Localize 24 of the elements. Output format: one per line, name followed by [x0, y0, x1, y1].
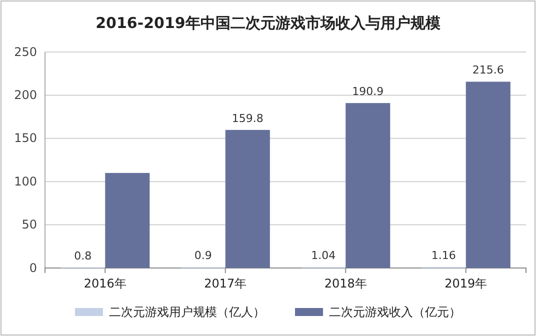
data-label: 1.04 [311, 249, 336, 262]
x-tick-label: 2017年 [204, 276, 247, 291]
bar [466, 82, 510, 268]
bar [105, 172, 150, 268]
data-label: 190.9 [352, 85, 384, 98]
x-tick-label: 2016年 [84, 276, 126, 291]
x-tick-label: 2019年 [444, 276, 488, 291]
y-tick-label: 0 [29, 260, 37, 275]
y-tick-label: 250 [14, 44, 37, 59]
bar [225, 130, 270, 268]
legend-label: 二次元游戏收入（亿元） [329, 305, 461, 319]
y-tick-label: 200 [14, 88, 37, 102]
legend-label: 二次元游戏用户规模（亿人） [109, 305, 265, 319]
bar [346, 103, 390, 268]
data-label: 1.16 [431, 249, 456, 262]
data-label: 215.6 [472, 64, 504, 77]
chart-title: 2016-2019年中国二次元游戏市场收入与用户规模 [96, 14, 442, 32]
data-label: 0.8 [74, 249, 92, 262]
y-tick-label: 50 [22, 218, 37, 232]
data-label: 159.8 [232, 112, 264, 125]
y-tick-label: 150 [14, 131, 37, 146]
x-tick-label: 2018年 [324, 276, 367, 291]
y-tick-label: 100 [14, 174, 37, 188]
data-label: 0.9 [194, 249, 212, 262]
